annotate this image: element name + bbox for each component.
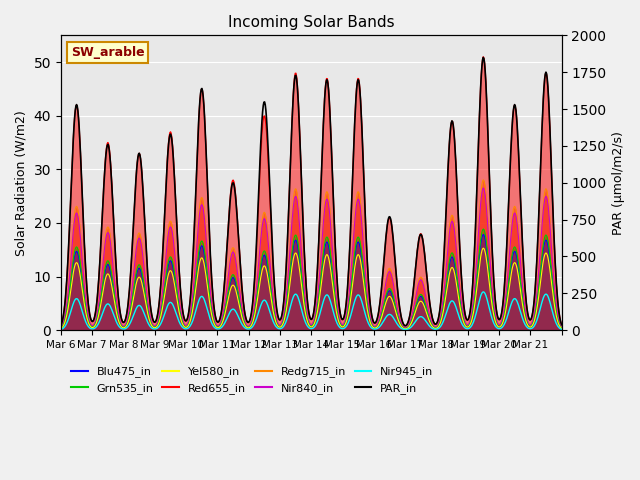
Y-axis label: PAR (μmol/m2/s): PAR (μmol/m2/s) [612, 131, 625, 235]
Text: SW_arable: SW_arable [71, 46, 145, 59]
Title: Incoming Solar Bands: Incoming Solar Bands [228, 15, 395, 30]
Y-axis label: Solar Radiation (W/m2): Solar Radiation (W/m2) [15, 110, 28, 256]
Legend: Blu475_in, Grn535_in, Yel580_in, Red655_in, Redg715_in, Nir840_in, Nir945_in, PA: Blu475_in, Grn535_in, Yel580_in, Red655_… [67, 362, 438, 398]
